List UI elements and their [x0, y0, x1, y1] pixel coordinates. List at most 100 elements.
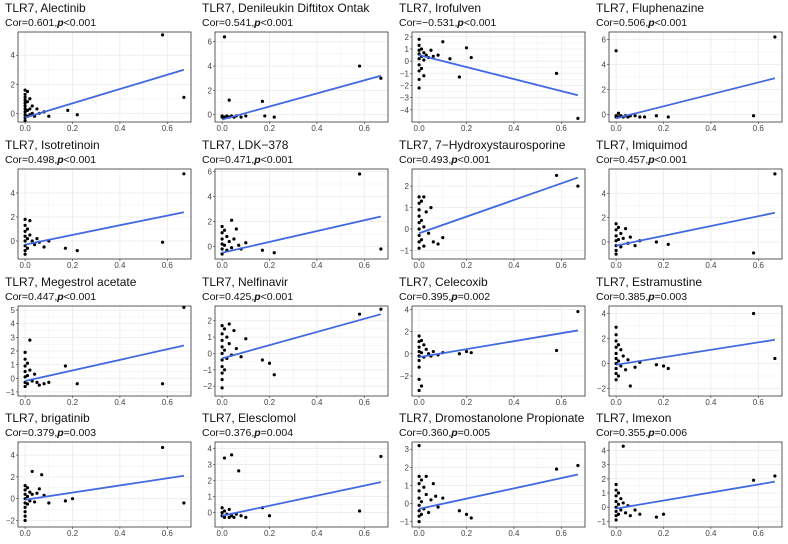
data-point [554, 173, 559, 178]
data-point [220, 231, 224, 235]
data-point [229, 246, 234, 250]
data-point [25, 361, 30, 365]
regression-line [24, 474, 185, 501]
data-point [260, 248, 264, 252]
data-point [23, 518, 27, 523]
panel-correlation: Cor=0.355,p=0.006 [596, 427, 687, 439]
x-tick-label: 0.4 [114, 124, 126, 133]
data-point [417, 503, 421, 507]
plot-border [608, 168, 783, 260]
x-tick-label: 0.2 [67, 398, 79, 407]
data-point [23, 98, 27, 102]
data-point [436, 242, 440, 246]
y-tick-label: 0 [11, 374, 16, 383]
x-tick-label: 0.4 [508, 398, 520, 407]
regression-line [615, 480, 776, 510]
p-symbol: p [648, 17, 655, 29]
y-tick-label: 0 [405, 225, 410, 234]
data-point [614, 351, 618, 356]
data-point [37, 487, 41, 491]
data-point [35, 491, 39, 495]
data-point [417, 474, 421, 478]
data-point [25, 246, 30, 250]
panel-title: TLR7, Nelfinavir [202, 275, 289, 289]
x-tick-label: 0.4 [311, 398, 323, 407]
p-value: <0.001 [260, 17, 294, 29]
data-point [614, 356, 618, 361]
data-point [28, 97, 32, 101]
data-point [554, 71, 559, 75]
y-tick-label: −1 [400, 518, 410, 527]
p-symbol: p [451, 154, 458, 166]
x-tick-label: 0.6 [753, 398, 765, 407]
data-point [441, 496, 445, 500]
data-point [434, 494, 438, 498]
p-symbol: p [254, 427, 261, 439]
data-point [182, 95, 186, 99]
data-point [263, 114, 267, 118]
panel-title: TLR7, Alectinib [5, 1, 86, 15]
y-tick-label: 4 [11, 51, 16, 60]
regression-line [24, 211, 185, 246]
data-point [260, 358, 264, 362]
data-point [436, 53, 440, 57]
data-point [614, 234, 618, 238]
data-point [628, 235, 632, 239]
data-point [25, 373, 30, 378]
panel-irofulven: TLR7, Irofulven Cor=−0.531,p<0.001 0.0 0.… [394, 0, 591, 134]
data-point [424, 492, 428, 497]
data-point [614, 366, 618, 371]
plot-border [214, 441, 389, 528]
data-point [419, 500, 424, 504]
y-tick-label: 0 [208, 509, 213, 518]
data-point [35, 237, 39, 241]
p-value: =0.006 [654, 427, 688, 439]
x-tick-label: 0.6 [162, 261, 174, 270]
data-point [469, 351, 473, 355]
regression-line [418, 329, 579, 358]
p-value: <0.001 [260, 291, 294, 303]
data-point [424, 347, 428, 351]
data-point [25, 502, 30, 506]
data-point [237, 469, 241, 473]
y-tick-label: 1 [405, 45, 410, 54]
x-tick-label: 0.2 [67, 261, 79, 270]
data-point [614, 509, 618, 514]
data-point [616, 491, 621, 495]
data-point [417, 519, 421, 524]
data-point [225, 335, 229, 339]
data-point [751, 311, 756, 316]
data-point [576, 184, 580, 188]
data-point [244, 515, 248, 519]
plot-border [214, 305, 389, 397]
panel-elesclomol: TLR7, Elesclomol Cor=0.376,p=0.004 0.0 0.… [197, 410, 394, 544]
p-value: =0.004 [260, 427, 294, 439]
data-point [267, 514, 272, 518]
data-point [424, 210, 428, 214]
x-tick-label: 0.2 [658, 529, 670, 538]
y-tick-label: 4 [11, 451, 16, 460]
data-point [417, 246, 421, 250]
y-tick-label: 2 [208, 476, 213, 485]
data-point [232, 515, 236, 519]
panel-megestrol-acetate: TLR7, Megestrol acetate Cor=0.447,p<0.00… [0, 274, 197, 408]
cor-value: Cor=0.498, [5, 154, 58, 166]
y-tick-label: 1 [208, 333, 213, 342]
data-point [619, 348, 623, 352]
y-tick-label: 2 [405, 328, 410, 337]
p-symbol: p [254, 17, 261, 29]
data-point [417, 339, 421, 344]
p-value: =0.002 [457, 291, 491, 303]
data-point [23, 239, 27, 243]
data-point [666, 115, 670, 119]
data-point [25, 494, 30, 499]
y-tick-label: −2 [400, 372, 410, 381]
cor-value: Cor=0.541, [202, 17, 255, 29]
data-point [614, 514, 618, 518]
y-tick-label: 2 [602, 475, 607, 484]
data-point [417, 220, 421, 225]
data-point [220, 371, 224, 375]
cor-value: Cor=0.395, [399, 291, 452, 303]
data-point [244, 114, 248, 118]
